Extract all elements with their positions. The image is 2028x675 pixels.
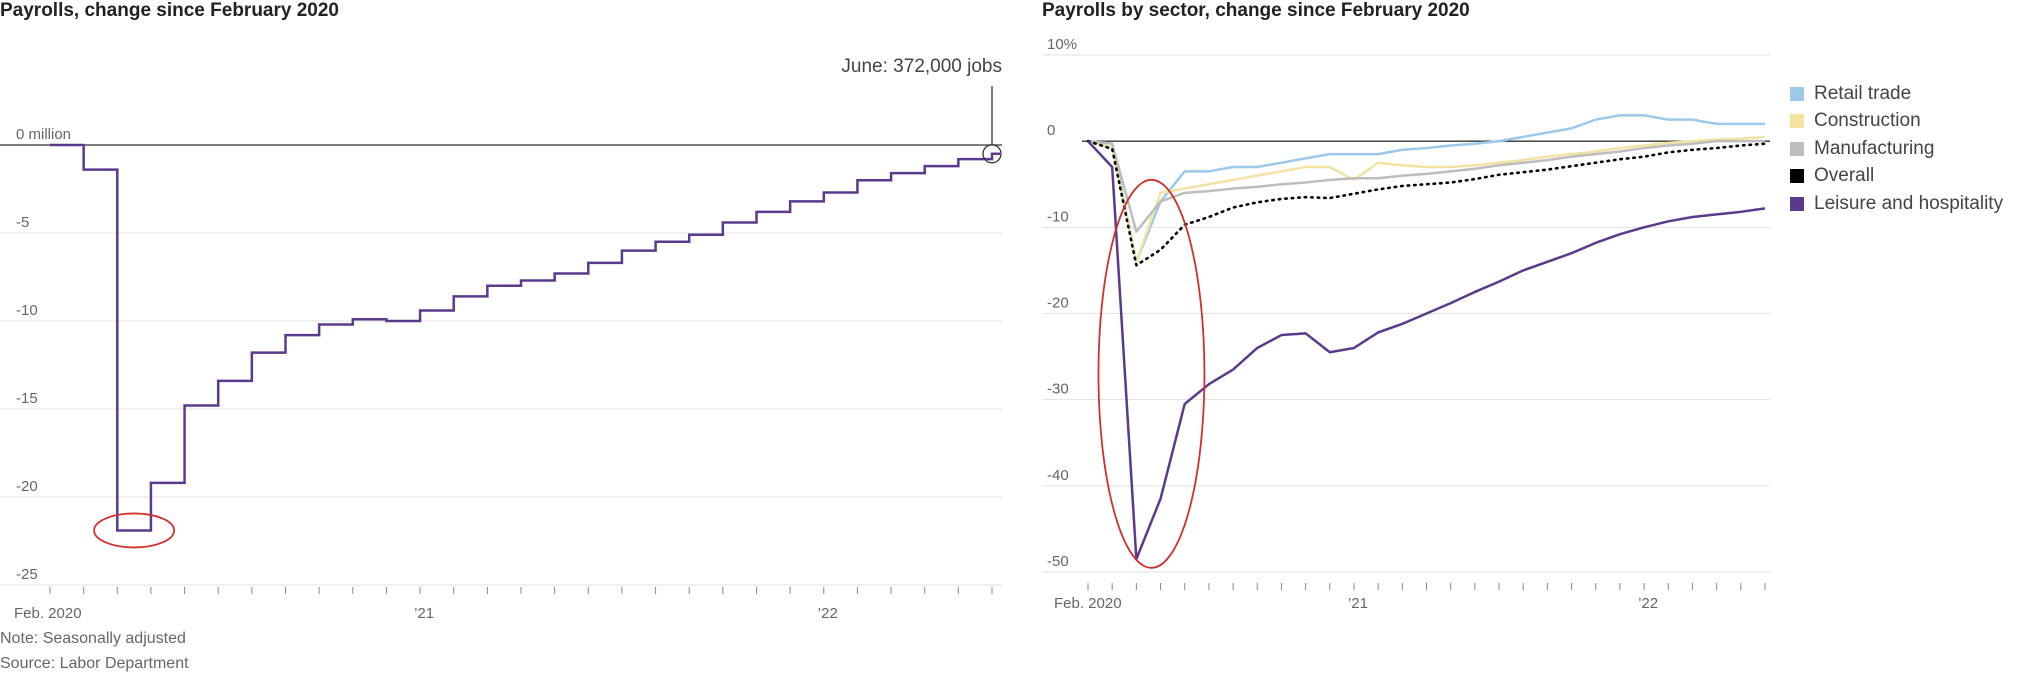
legend-swatch: [1790, 114, 1804, 129]
y-tick-label: -20: [16, 478, 38, 495]
annotation-label: June: 372,000 jobs: [841, 56, 1002, 77]
y-tick-label: 10%: [1047, 36, 1077, 53]
legend-swatch: [1790, 196, 1804, 211]
legend-label: Overall: [1814, 165, 1875, 187]
x-tick-label: Feb. 2020: [1054, 595, 1122, 612]
x-tick-label: ’22: [1638, 595, 1658, 612]
y-tick-label: -25: [16, 566, 38, 583]
footnote-note: Note: Seasonally adjusted: [0, 630, 186, 647]
y-tick-label: 0: [1047, 122, 1055, 139]
legend-label: Leisure and hospitality: [1814, 192, 2004, 214]
trough-highlight-ellipse: [93, 512, 176, 549]
y-tick-label: -50: [1047, 553, 1069, 570]
payrolls-step-line: [50, 143, 1000, 532]
left-chart-title: Payrolls, change since February 2020: [0, 0, 340, 21]
footnote-source: Source: Labor Department: [0, 655, 189, 672]
legend-label: Retail trade: [1814, 82, 1912, 104]
legend-swatch: [1790, 141, 1804, 156]
y-tick-label: -5: [16, 214, 29, 231]
x-tick-label: ’21: [414, 605, 434, 622]
y-tick-label: -40: [1047, 467, 1069, 484]
y-tick-label: 0 million: [16, 126, 71, 143]
series-line-leisure-and-hospitality: [1087, 140, 1766, 561]
x-tick-label: ’22: [818, 605, 838, 622]
y-tick-label: -10: [16, 302, 38, 319]
legend-swatch: [1790, 86, 1804, 101]
legend-label: Manufacturing: [1814, 137, 1935, 159]
right-chart: 10% 0 -10 -20 -30 -40 -50 Feb. 2020 ’21 ’22: [1042, 36, 1770, 612]
right-chart-legend: Retail trade Construction Manufacturing Ove…: [1790, 80, 2003, 218]
x-tick-label: ’21: [1348, 595, 1368, 612]
series-line-construction: [1087, 135, 1766, 264]
legend-item: Leisure and hospitality: [1790, 190, 2003, 218]
y-tick-label: -10: [1047, 208, 1069, 225]
legend-item: Overall: [1790, 163, 2003, 191]
y-tick-label: -30: [1047, 381, 1069, 398]
series-line-retail-trade: [1087, 114, 1765, 264]
y-tick-label: -15: [16, 390, 38, 407]
x-tick-label: Feb. 2020: [14, 605, 82, 622]
legend-item: Manufacturing: [1790, 135, 2003, 163]
legend-item: Retail trade: [1790, 80, 2003, 108]
left-chart: 0 million -5 -10 -15 -20 -25 Feb. 2020 ’21 ’22 Ju…: [0, 56, 1002, 622]
series-line-manufacturing: [1087, 139, 1765, 233]
legend-item: Construction: [1790, 108, 2003, 136]
y-tick-label: -20: [1047, 295, 1069, 312]
right-chart-title: Payrolls by sector, change since Februar…: [1042, 0, 1470, 21]
drop-highlight-ellipse: [1097, 178, 1206, 569]
series-line-overall: [1086, 139, 1767, 267]
legend-swatch: [1790, 169, 1804, 184]
legend-label: Construction: [1814, 110, 1921, 132]
